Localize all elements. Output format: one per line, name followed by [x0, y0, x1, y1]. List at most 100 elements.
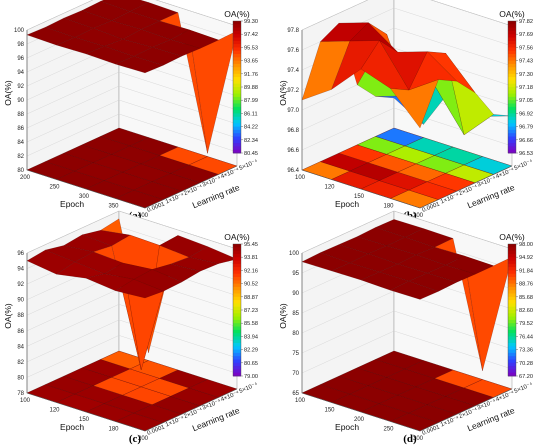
colorbar-tick-label: 97.43	[519, 59, 533, 65]
y-tick-label: 5×10⁻⁴	[513, 158, 534, 172]
colorbar-tick-label: 97.05	[519, 98, 533, 104]
colorbar-tick-label: 93.65	[244, 59, 258, 65]
colorbar-tick-label: 85.68	[519, 295, 533, 301]
colorbar-tick-label: 76.44	[519, 334, 533, 340]
colorbar-tick-label: 93.81	[244, 255, 258, 261]
x-tick-labels: 100 150 200 250 300	[295, 398, 424, 442]
x-tick-label: 100	[295, 175, 306, 181]
x-tick-label: 150	[354, 194, 365, 200]
colorbar-tick-label: 90.52	[244, 282, 258, 288]
z-tick-label: 97.6	[287, 48, 299, 54]
x-axis-label: Epoch	[60, 422, 84, 432]
colorbar-tick-label: 97.82	[519, 19, 533, 25]
z-tick-label: 84	[17, 344, 24, 350]
colorbar-tick-label: 87.23	[244, 308, 258, 314]
z-axis-label: OA(%)	[278, 303, 288, 329]
chart-panel-b: 97.8 97.6 97.4 97.2 97.0 96.8 96.6 96.4 OA(%) 100…	[278, 0, 534, 222]
axis-frame	[301, 30, 513, 209]
x-tick-label: 180	[383, 204, 394, 210]
z-tick-label: 75	[292, 351, 299, 357]
x-tick-label: 150	[324, 408, 335, 414]
x-tick-label: 120	[49, 408, 60, 414]
z-tick-label: 100	[289, 251, 300, 257]
z-tick-labels: 96 94 92 90 88 86 84 82 80 78	[17, 251, 24, 397]
colorbar-tick-label: 98.00	[519, 242, 533, 248]
z-tick-label: 82	[17, 154, 24, 160]
colorbar-tick-label: 70.28	[519, 361, 533, 367]
z-tick-label: 90	[292, 291, 299, 297]
x-tick-labels: 100 120 150 180 200	[20, 398, 149, 442]
colorbar-tick-label: 67.20	[519, 374, 533, 380]
x-tick-label: 250	[49, 185, 60, 191]
x-tick-label: 120	[324, 185, 335, 191]
chart-panel-d: 100 95 90 85 80 75 70 65 OA(%) 100 150 200 250 300 Epo…	[278, 210, 534, 445]
z-tick-label: 80	[17, 375, 24, 381]
colorbar-tick-label: 89.88	[244, 85, 258, 91]
z-tick-label: 84	[17, 140, 24, 146]
z-tick-label: 94	[17, 70, 24, 76]
colorbar-tick-label: 95.45	[244, 242, 258, 248]
colorbar-tick-label: 91.84	[519, 268, 533, 274]
x-tick-label: 200	[138, 436, 149, 442]
z-tick-labels: 97.8 97.6 97.4 97.2 97.0 96.8 96.6 96.4	[287, 28, 299, 174]
z-tick-label: 97.8	[287, 28, 299, 34]
x-tick-label: 100	[295, 398, 306, 404]
z-axis-label: OA(%)	[3, 303, 13, 329]
colorbar: 98.00 94.92 91.84 88.76 85.68 82.60 79.52 76.44…	[507, 242, 533, 380]
z-tick-label: 97.0	[287, 108, 299, 114]
colorbar-tick-label: 82.29	[244, 348, 258, 354]
y-tick-label: 5×10⁻⁴	[238, 158, 259, 172]
colorbar-tick-label: 97.69	[519, 32, 533, 38]
z-tick-label: 65	[292, 391, 299, 397]
colorbar: 99.30 97.42 95.53 93.65 91.76 89.88 87.99 86.11…	[232, 19, 258, 157]
z-tick-label: 78	[17, 391, 24, 397]
z-axis-label: OA(%)	[278, 80, 288, 106]
colorbar-tick-label: 88.76	[519, 282, 533, 288]
z-tick-label: 88	[17, 112, 24, 118]
z-tick-label: 96.8	[287, 128, 299, 134]
axis-frame	[301, 253, 513, 432]
x-axis-label: Epoch	[335, 422, 359, 432]
surface	[301, 219, 513, 371]
z-tick-label: 85	[292, 311, 299, 317]
colorbar-tick-label: 97.42	[244, 32, 258, 38]
colorbar-title: OA(%)	[499, 9, 525, 19]
z-tick-label: 98	[17, 42, 24, 48]
colorbar-tick-label: 96.53	[519, 151, 533, 157]
colorbar-tick-label: 95.53	[244, 45, 258, 51]
colorbar-tick-label: 88.87	[244, 295, 258, 301]
colorbar-tick-label: 82.34	[244, 138, 258, 144]
colorbar-tick-label: 79.52	[519, 321, 533, 327]
colorbar-tick-label: 79.00	[244, 374, 258, 380]
z-tick-label: 95	[292, 271, 299, 277]
x-tick-label: 350	[108, 204, 119, 210]
x-tick-label: 150	[79, 417, 90, 423]
z-tick-label: 96	[17, 56, 24, 62]
colorbar-tick-label: 97.18	[519, 85, 533, 91]
colorbar-tick-label: 96.79	[519, 125, 533, 131]
panel-label: (c)	[129, 433, 142, 445]
x-tick-label: 250	[383, 427, 394, 433]
surface	[26, 218, 238, 370]
z-tick-label: 80	[17, 168, 24, 174]
z-tick-label: 94	[17, 267, 24, 273]
z-tick-labels: 100 98 96 94 92 90 88 86 84 82 80	[14, 28, 25, 174]
y-tick-label: 5×10⁻⁴	[238, 381, 259, 395]
colorbar-tick-label: 96.92	[519, 111, 533, 117]
colorbar-tick-label: 84.22	[244, 125, 258, 131]
z-axis-label: OA(%)	[3, 80, 13, 106]
surface	[301, 22, 513, 136]
chart-panel-a: 100 98 96 94 92 90 88 86 84 82 80 OA(%) 200 250 300 350…	[3, 0, 259, 222]
floor-contour	[301, 127, 513, 209]
colorbar-tick-label: 99.30	[244, 19, 258, 25]
x-tick-labels: 100 120 150 180 200	[295, 175, 424, 219]
surface	[26, 0, 238, 154]
z-tick-label: 100	[14, 28, 25, 34]
z-tick-labels: 100 95 90 85 80 75 70 65	[289, 251, 300, 397]
colorbar: 95.45 93.81 92.16 90.52 88.87 87.23 85.58 83.94…	[232, 242, 258, 380]
z-tick-label: 86	[17, 126, 24, 132]
axis-frame	[26, 30, 238, 209]
colorbar-tick-label: 94.92	[519, 255, 533, 261]
colorbar-tick-label: 82.60	[519, 308, 533, 314]
